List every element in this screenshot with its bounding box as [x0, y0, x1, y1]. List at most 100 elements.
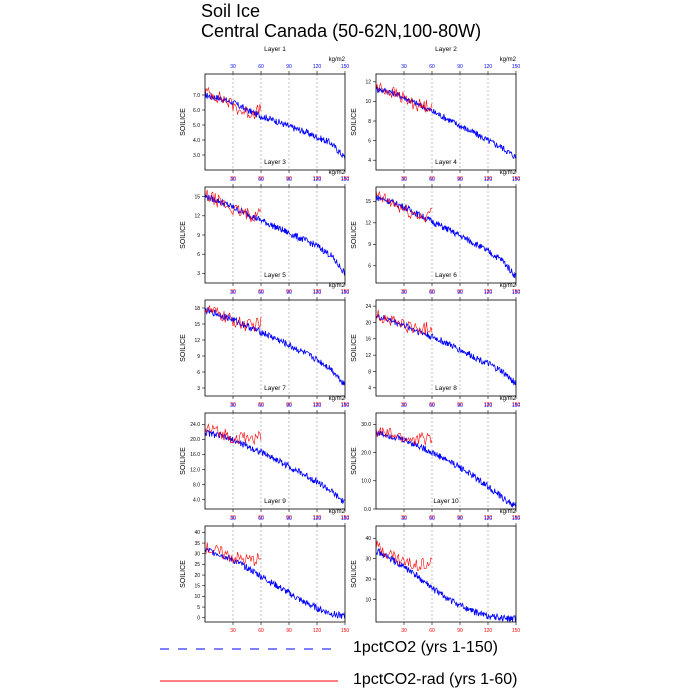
units-label: kg/m2 [500, 283, 517, 289]
top-tick-label: 90 [286, 290, 292, 296]
bottom-tick-label: 60 [258, 176, 264, 182]
y-tick-label: 15 [194, 584, 200, 590]
top-tick-label: 90 [457, 290, 463, 296]
panel-title: Layer 10 [433, 498, 459, 505]
y-tick-label: 8 [368, 119, 371, 125]
bottom-tick-label: 30 [401, 628, 407, 634]
series-1pctco2-line [376, 85, 516, 160]
top-tick-label: 30 [230, 177, 236, 183]
plot-frame [204, 73, 346, 171]
panel-layer-7: Layer 7 kg/m2 30 30 60 60 90 90 120 120 150 150 4.0 8… [180, 385, 349, 521]
y-tick-label: 12 [365, 353, 371, 359]
panel-layer-2: Layer 2 kg/m2 30 30 60 60 90 90 120 120 150 150 4 6 8 1… [351, 46, 520, 182]
panel-title: Layer 3 [264, 159, 286, 166]
bottom-tick-label: 120 [313, 402, 322, 408]
panel-title: Layer 4 [435, 159, 457, 166]
bottom-tick-label: 60 [429, 515, 435, 521]
y-tick-label: 3 [197, 271, 200, 277]
bottom-tick-label: 150 [341, 176, 350, 182]
top-tick-label: 120 [313, 516, 322, 522]
bottom-tick-label: 90 [457, 176, 463, 182]
units-label: kg/m2 [500, 509, 517, 515]
bottom-tick-label: 150 [512, 289, 521, 295]
top-tick-label: 90 [457, 177, 463, 183]
y-tick-label: 4.0 [193, 138, 200, 144]
bottom-tick-label: 90 [286, 515, 292, 521]
top-tick-label: 30 [401, 516, 407, 522]
y-tick-label: 10 [194, 594, 200, 600]
y-tick-label: 4 [368, 386, 371, 392]
bottom-tick-label: 30 [230, 628, 236, 634]
y-tick-label: 12 [194, 338, 200, 344]
y-tick-label: 6.0 [193, 108, 200, 114]
top-tick-label: 60 [258, 64, 264, 70]
bottom-tick-label: 30 [230, 515, 236, 521]
top-tick-label: 150 [341, 290, 350, 296]
y-axis-label: SOILICE [351, 560, 358, 588]
bottom-tick-label: 30 [230, 176, 236, 182]
bottom-tick-label: 150 [341, 628, 350, 634]
bottom-tick-label: 30 [401, 176, 407, 182]
panel-title: Layer 1 [264, 46, 286, 53]
top-tick-label: 150 [512, 290, 521, 296]
units-label: kg/m2 [500, 170, 517, 176]
y-axis-label: SOILICE [180, 334, 187, 362]
legend-entry-1pctco2-rad: 1pctCO2-rad (yrs 1-60) [160, 670, 580, 694]
top-tick-label: 120 [484, 403, 493, 409]
y-tick-label: 8.0 [193, 482, 200, 488]
bottom-tick-label: 120 [313, 628, 322, 634]
y-tick-label: 3.0 [193, 153, 200, 159]
bottom-tick-label: 150 [512, 628, 521, 634]
series-1pctco2-rad-line [376, 82, 433, 113]
bottom-tick-label: 30 [230, 402, 236, 408]
y-axis-label: SOILICE [180, 221, 187, 249]
top-tick-label: 90 [457, 516, 463, 522]
bottom-tick-label: 120 [484, 402, 493, 408]
series-1pctco2-rad-line [205, 542, 262, 566]
top-tick-label: 150 [512, 403, 521, 409]
top-tick-label: 90 [286, 64, 292, 70]
panel-layer-9: Layer 9 kg/m2 30 30 60 60 90 90 120 120 150 150 0 5 10… [180, 498, 349, 634]
y-tick-label: 10 [365, 597, 371, 603]
bottom-tick-label: 90 [457, 289, 463, 295]
top-tick-label: 90 [286, 403, 292, 409]
y-tick-label: 40 [194, 530, 200, 536]
bottom-tick-label: 60 [258, 515, 264, 521]
y-tick-label: 25 [194, 562, 200, 568]
y-tick-label: 9 [368, 242, 371, 248]
y-tick-label: 20.0 [190, 437, 200, 443]
y-tick-label: 30.0 [361, 422, 371, 428]
top-tick-label: 150 [341, 177, 350, 183]
top-tick-label: 120 [313, 403, 322, 409]
series-1pctco2-line [205, 429, 345, 505]
y-tick-label: 9 [197, 354, 200, 360]
bottom-tick-label: 120 [484, 628, 493, 634]
plot-frame [375, 186, 517, 284]
top-tick-label: 30 [230, 290, 236, 296]
y-tick-label: 10.0 [361, 479, 371, 485]
y-tick-label: 12.0 [190, 467, 200, 473]
legend-label-1pctco2: 1pctCO2 (yrs 1-150) [353, 639, 498, 656]
panel-layer-5: Layer 5 kg/m2 30 30 60 60 90 90 120 120 150 150 3 6 9 1… [180, 272, 349, 408]
panel-title: Layer 7 [264, 385, 286, 392]
series-1pctco2-rad-line [376, 190, 433, 223]
bottom-tick-label: 60 [429, 402, 435, 408]
top-tick-label: 120 [484, 177, 493, 183]
series-1pctco2-rad-line [205, 305, 262, 332]
series-1pctco2-line [205, 546, 345, 619]
legend-swatch-red-solid [160, 680, 338, 682]
panel-layer-3: Layer 3 kg/m2 30 30 60 60 90 90 120 120 150 150 3 6 9 1… [180, 159, 349, 295]
top-tick-label: 30 [230, 516, 236, 522]
legend-label-1pctco2-rad: 1pctCO2-rad (yrs 1-60) [353, 671, 518, 688]
y-tick-label: 20 [194, 573, 200, 579]
top-tick-label: 60 [429, 403, 435, 409]
y-tick-label: 20 [365, 577, 371, 583]
series-1pctco2-rad-line [376, 427, 433, 446]
y-axis-label: SOILICE [180, 560, 187, 588]
bottom-tick-label: 90 [286, 628, 292, 634]
top-tick-label: 120 [313, 177, 322, 183]
top-tick-label: 60 [429, 177, 435, 183]
panel-title: Layer 6 [435, 272, 457, 279]
y-tick-label: 40 [365, 536, 371, 542]
